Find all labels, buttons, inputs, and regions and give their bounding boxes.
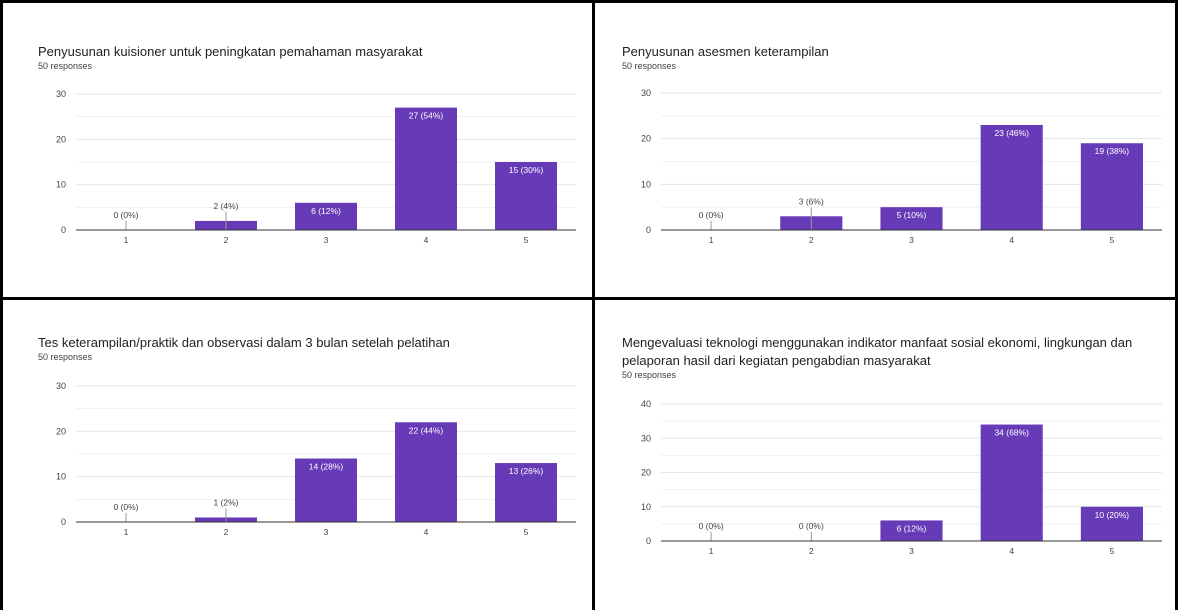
x-tick-label: 4 [424, 527, 429, 537]
x-tick-label: 2 [809, 546, 814, 556]
chart-panel-4: Mengevaluasi teknologi menggunakan indik… [595, 300, 1175, 610]
data-label: 23 (46%) [994, 128, 1029, 138]
x-tick-label: 1 [709, 546, 714, 556]
bar-chart: 0 10 20 30 40 0 (0%) 1 0 (0%) 2 6 (12%) 3 34 (68%) 4… [641, 399, 1162, 556]
chart-title: Penyusunan asesmen keterampilan [622, 44, 829, 59]
x-tick-label: 3 [324, 235, 329, 245]
x-tick-label: 1 [124, 527, 129, 537]
bar [1080, 506, 1143, 541]
bar [880, 520, 943, 541]
chart-panel-2: Penyusunan asesmen keterampilan 50 respo… [595, 0, 1175, 297]
chart-title: Penyusunan kuisioner untuk peningkatan p… [38, 44, 423, 59]
y-tick-label: 10 [641, 502, 651, 512]
data-label: 3 (6%) [799, 196, 824, 206]
x-tick-label: 4 [1009, 235, 1014, 245]
bar [980, 424, 1043, 541]
data-label: 1 (2%) [213, 497, 238, 507]
y-tick-label: 30 [56, 89, 66, 99]
x-tick-label: 5 [524, 527, 529, 537]
x-tick-label: 2 [224, 235, 229, 245]
y-tick-label: 30 [56, 381, 66, 391]
data-label: 14 (28%) [309, 462, 344, 472]
chart-panel-3: Tes keterampilan/praktik dan observasi d… [0, 300, 592, 610]
x-tick-label: 1 [124, 235, 129, 245]
bar [495, 162, 557, 230]
data-label: 0 (0%) [699, 210, 724, 220]
data-label: 0 (0%) [799, 521, 824, 531]
chart-subtitle: 50 responses [38, 61, 93, 71]
bar [880, 207, 943, 230]
x-tick-label: 5 [1110, 235, 1115, 245]
bar [495, 463, 557, 522]
bar-chart: 0 10 20 30 0 (0%) 1 3 (6%) 2 5 (10%) 3 23 (46%) 4 19… [641, 88, 1162, 245]
chart-subtitle: 50 responses [622, 61, 677, 71]
x-tick-label: 4 [424, 235, 429, 245]
chart-panel-1: Penyusunan kuisioner untuk peningkatan p… [0, 0, 592, 297]
bar [395, 107, 457, 230]
y-tick-label: 20 [56, 134, 66, 144]
data-label: 6 (12%) [311, 206, 341, 216]
y-tick-label: 10 [56, 180, 66, 190]
y-tick-label: 20 [641, 468, 651, 478]
y-tick-label: 10 [641, 179, 651, 189]
data-label: 13 (26%) [509, 466, 544, 476]
data-label: 34 (68%) [994, 428, 1029, 438]
data-label: 5 (10%) [897, 210, 927, 220]
bar-chart: 0 10 20 30 0 (0%) 1 1 (2%) 2 14 (28%) 3 22 (44%) 4 1… [56, 381, 576, 537]
data-label: 19 (38%) [1095, 146, 1130, 156]
data-label: 0 (0%) [113, 210, 138, 220]
y-tick-label: 30 [641, 433, 651, 443]
bar-chart: 0 10 20 30 0 (0%) 1 2 (4%) 2 6 (12%) 3 27 (54%) 4 15… [56, 89, 576, 245]
data-label: 6 (12%) [897, 523, 927, 533]
x-tick-label: 3 [324, 527, 329, 537]
vertical-divider [592, 0, 595, 610]
data-label: 10 (20%) [1095, 510, 1130, 520]
x-tick-label: 5 [1110, 546, 1115, 556]
horizontal-divider [0, 297, 1178, 300]
y-tick-label: 0 [61, 225, 66, 235]
x-tick-label: 2 [809, 235, 814, 245]
data-label: 0 (0%) [699, 521, 724, 531]
y-tick-label: 0 [646, 536, 651, 546]
bar [295, 202, 357, 230]
y-tick-label: 30 [641, 88, 651, 98]
y-tick-label: 10 [56, 472, 66, 482]
x-tick-label: 5 [524, 235, 529, 245]
data-label: 0 (0%) [113, 502, 138, 512]
bar [395, 422, 457, 522]
x-tick-label: 2 [224, 527, 229, 537]
y-tick-label: 20 [641, 134, 651, 144]
data-label: 22 (44%) [409, 425, 444, 435]
y-tick-label: 20 [56, 426, 66, 436]
x-tick-label: 1 [709, 235, 714, 245]
chart-subtitle: 50 responses [38, 352, 93, 362]
bar [980, 124, 1043, 230]
x-tick-label: 3 [909, 235, 914, 245]
bar [295, 458, 357, 522]
data-label: 2 (4%) [213, 201, 238, 211]
x-tick-label: 4 [1009, 546, 1014, 556]
chart-subtitle: 50 responses [622, 370, 677, 380]
y-tick-label: 40 [641, 399, 651, 409]
x-tick-label: 3 [909, 546, 914, 556]
y-tick-label: 0 [61, 517, 66, 527]
chart-title: Tes keterampilan/praktik dan observasi d… [38, 335, 450, 350]
data-label: 15 (30%) [509, 165, 544, 175]
bar [1080, 143, 1143, 230]
y-tick-label: 0 [646, 225, 651, 235]
chart-title: Mengevaluasi teknologi menggunakan indik… [622, 335, 1133, 368]
data-label: 27 (54%) [409, 111, 444, 121]
